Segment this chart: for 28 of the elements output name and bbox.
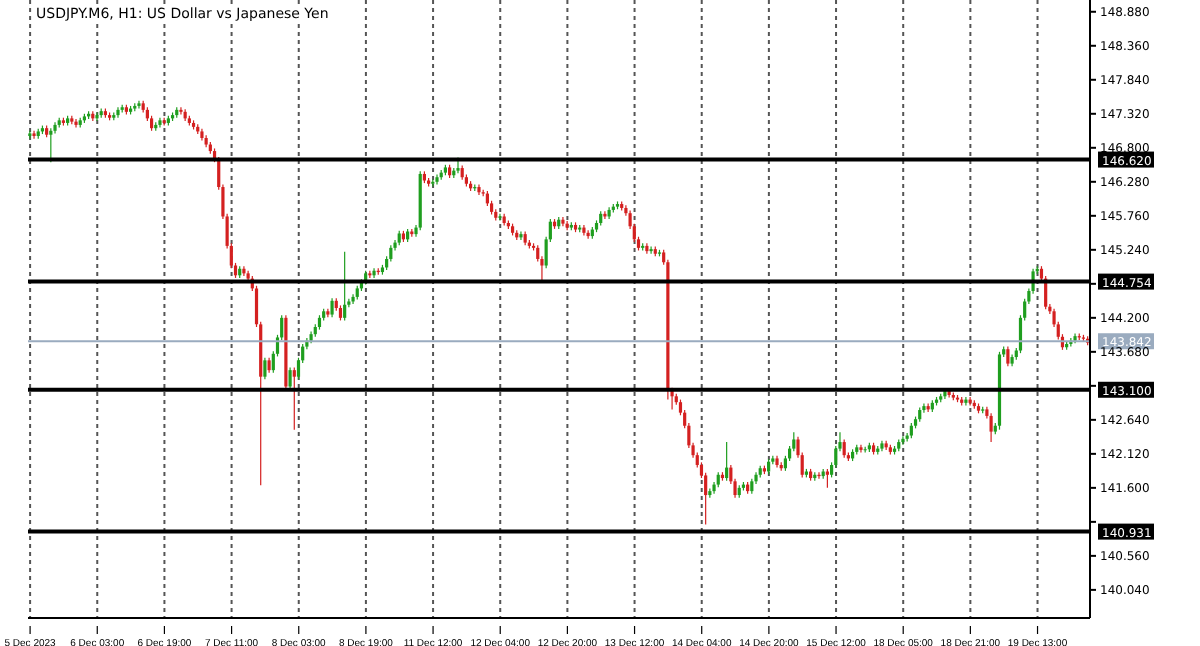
candlestick [842, 438, 846, 459]
candlestick [242, 265, 246, 277]
candlestick [926, 402, 930, 413]
candlestick [372, 267, 376, 279]
candlestick [116, 106, 120, 119]
candlestick [351, 293, 355, 305]
candlestick [922, 402, 926, 414]
candlestick [498, 213, 502, 221]
candlestick [586, 229, 590, 240]
candlestick [263, 357, 267, 380]
candlestick [477, 183, 481, 196]
candlestick [603, 210, 607, 220]
candlestick [565, 220, 569, 231]
candlestick [330, 297, 334, 318]
candlestick [968, 396, 972, 407]
candlestick [1006, 346, 1010, 367]
candlestick [49, 127, 53, 163]
candlestick [288, 366, 292, 390]
candlestick [292, 366, 296, 431]
candlestick [825, 468, 829, 489]
candlestick [725, 441, 729, 482]
candlestick [343, 251, 347, 322]
candlestick [964, 396, 968, 407]
candlestick [989, 412, 993, 443]
candlestick [95, 111, 99, 122]
candlestick [901, 435, 905, 446]
candlestick [708, 487, 712, 499]
candlestick [649, 245, 653, 255]
